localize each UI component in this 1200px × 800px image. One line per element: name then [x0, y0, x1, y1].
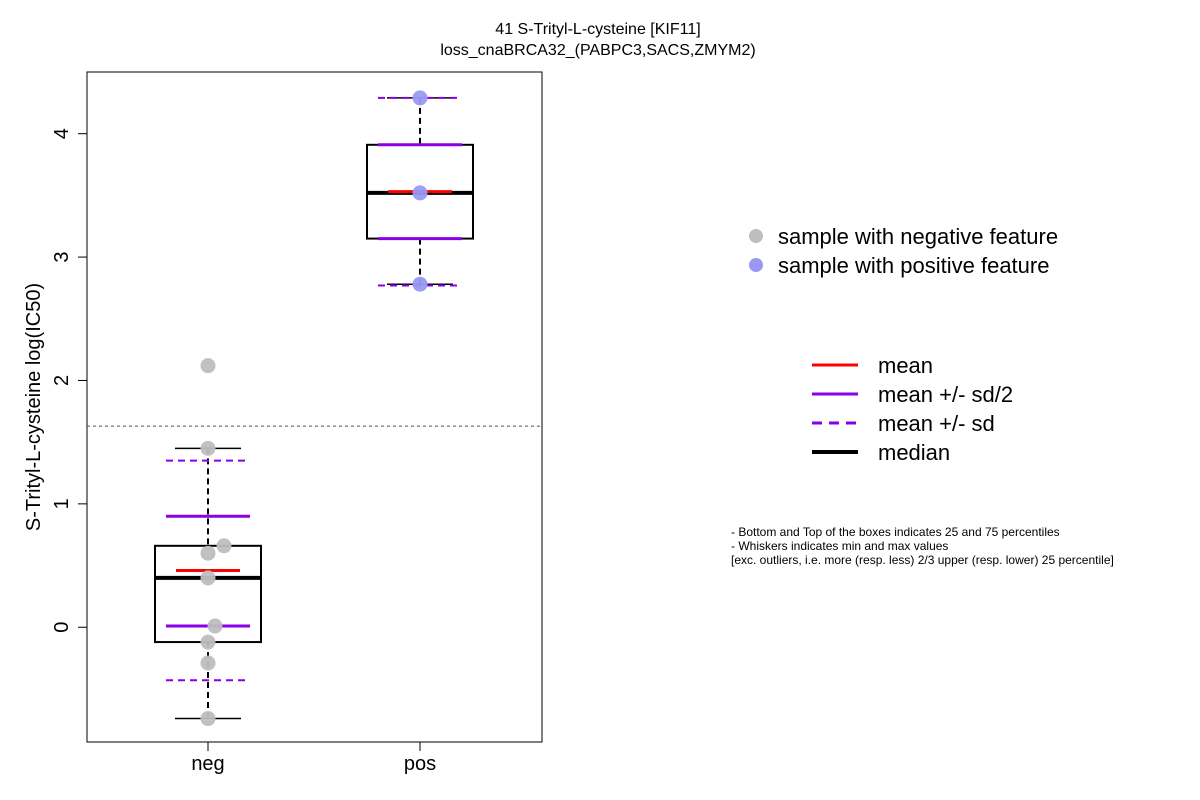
data-point [412, 276, 428, 292]
y-axis: 0 1 2 3 4 [51, 128, 88, 633]
y-axis-title: S-Trityl-L-cysteine log(IC50) [23, 283, 45, 531]
data-point [200, 358, 216, 374]
data-point [200, 570, 216, 586]
y-tick-label: 4 [51, 128, 73, 139]
data-point [412, 185, 428, 201]
y-tick-label: 2 [51, 375, 73, 386]
x-axis: neg pos [191, 741, 436, 775]
data-point [200, 545, 216, 561]
legend-points: sample with negative feature sample with … [749, 224, 1058, 278]
y-tick-label: 3 [51, 252, 73, 263]
x-tick-label-pos: pos [404, 753, 436, 775]
legend-lines: mean mean +/- sd/2 mean +/- sd median [812, 353, 1013, 465]
group-neg [154, 358, 262, 727]
note-line: - Whiskers indicates min and max values [731, 539, 948, 553]
note-line: - Bottom and Top of the boxes indicates … [731, 525, 1060, 539]
groups-layer [154, 90, 474, 727]
y-tick-label: 0 [51, 622, 73, 633]
notes: - Bottom and Top of the boxes indicates … [731, 525, 1114, 567]
legend-point-marker [749, 229, 763, 243]
chart-title: 41 S-Trityl-L-cysteine [KIF11] [495, 21, 700, 38]
legend-point-marker [749, 258, 763, 272]
legend-point-label: sample with positive feature [778, 253, 1049, 278]
chart-subtitle: loss_cnaBRCA32_(PABPC3,SACS,ZMYM2) [440, 42, 755, 59]
data-point [207, 618, 223, 634]
data-point [200, 440, 216, 456]
data-point [200, 655, 216, 671]
data-point [200, 711, 216, 727]
group-pos [366, 90, 474, 292]
legend-line-label: mean +/- sd [878, 411, 995, 436]
legend-line-label: median [878, 440, 950, 465]
x-tick-label-neg: neg [191, 753, 224, 775]
data-point [200, 634, 216, 650]
legend-point-label: sample with negative feature [778, 224, 1058, 249]
legend-line-label: mean [878, 353, 933, 378]
data-point [412, 90, 428, 106]
legend-line-label: mean +/- sd/2 [878, 382, 1013, 407]
y-tick-label: 1 [51, 498, 73, 509]
data-point [216, 538, 232, 554]
note-line: [exc. outliers, i.e. more (resp. less) 2… [731, 553, 1114, 567]
